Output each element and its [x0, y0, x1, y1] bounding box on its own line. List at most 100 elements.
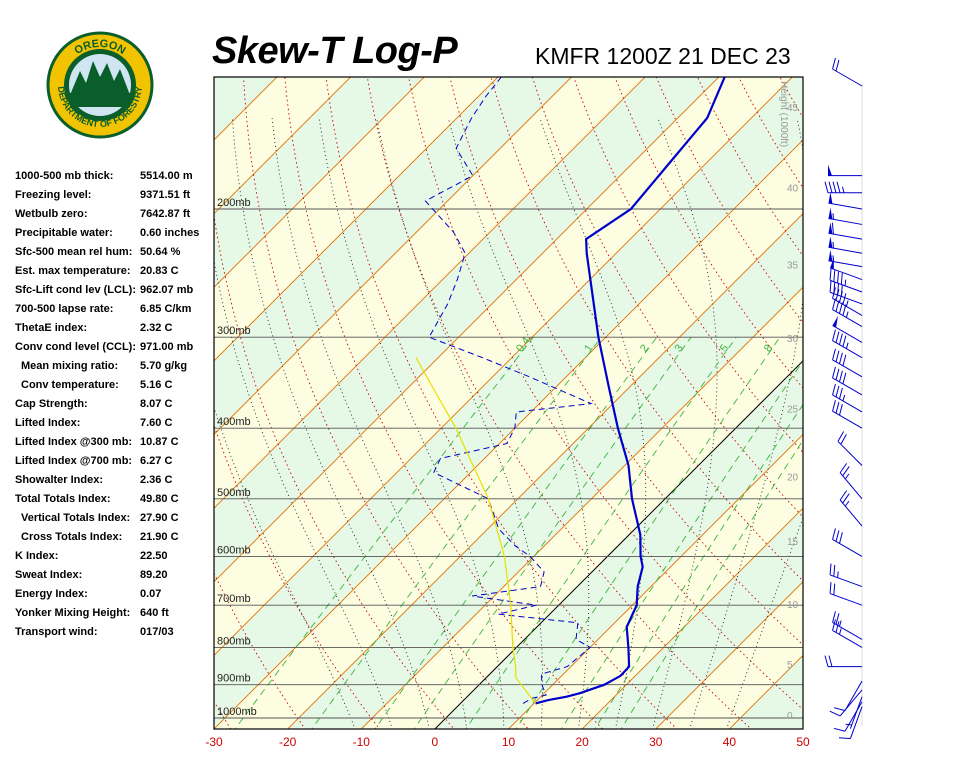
- dry-adiabat: [910, 0, 960, 748]
- index-value: 5.70 g/kg: [140, 360, 188, 372]
- wind-barb: [832, 348, 863, 378]
- svg-text:OREGON: OREGON: [72, 38, 127, 57]
- dry-adiabat: [325, 77, 678, 729]
- x-tick-label: 20: [575, 735, 589, 749]
- index-label: K Index:: [15, 550, 59, 562]
- wind-barb: [828, 164, 862, 177]
- isotherm-band: [857, 0, 960, 748]
- index-row: Cross Totals Index: 21.90 C: [15, 529, 215, 548]
- index-label: Lifted Index @700 mb:: [15, 455, 133, 467]
- isotherm: [214, 77, 794, 657]
- isotherm: [214, 77, 720, 583]
- temperature-line: [535, 77, 726, 705]
- index-value: 50.64 %: [140, 246, 181, 258]
- wind-barb: [839, 463, 863, 500]
- wind-barb: [833, 701, 863, 732]
- wind-barb: [829, 280, 863, 305]
- wind-barb: [839, 490, 863, 527]
- index-value: 8.07 C: [140, 398, 173, 410]
- height-tick-label: 45: [787, 103, 799, 114]
- pressure-label: 300mb: [217, 325, 251, 337]
- pressure-label: 400mb: [217, 416, 251, 428]
- index-value: 2.32 C: [140, 322, 173, 334]
- wind-barb: [829, 268, 863, 293]
- isotherm: [214, 139, 803, 729]
- wind-barb: [832, 611, 863, 640]
- index-value: 20.83 C: [140, 265, 179, 277]
- wind-barb: [837, 431, 863, 466]
- x-tick-label: -20: [279, 735, 297, 749]
- mixing-ratio-line: [234, 336, 534, 729]
- index-label: Cap Strength:: [15, 398, 88, 410]
- index-value: 640 ft: [140, 607, 169, 619]
- index-row: Sfc-500 mean rel hum: 50.64 %: [15, 244, 215, 263]
- isotherm: [857, 0, 960, 748]
- parcel-trace: [415, 357, 536, 704]
- index-value: 0.60 inches: [140, 227, 200, 239]
- pressure-label: 700mb: [217, 593, 251, 605]
- height-tick-label: 35: [787, 261, 799, 272]
- dry-adiabat: [27, 0, 168, 748]
- wind-barb: [832, 287, 863, 316]
- zero-isotherm: [434, 360, 803, 729]
- index-row: Conv temperature: 5.16 C: [15, 377, 215, 396]
- height-tick-label: 30: [787, 334, 799, 345]
- dry-adiabat: [214, 572, 306, 729]
- index-value: 5514.00 m: [140, 170, 193, 182]
- isotherm: [0, 0, 250, 748]
- wind-barb: [829, 563, 863, 588]
- mixing-ratio-label: 3: [673, 342, 686, 354]
- mixing-ratio-line: [594, 403, 803, 729]
- isotherm: [507, 433, 803, 729]
- index-label: Conv cond level (CCL):: [15, 341, 137, 353]
- stability-indices-table: 1000-500 mb thick: 5514.00 m Freezing leve…: [15, 168, 215, 643]
- index-value: 0.07: [140, 588, 162, 600]
- wind-barb: [828, 207, 863, 225]
- wind-barb: [832, 619, 863, 648]
- index-label: Wetbulb zero:: [15, 208, 88, 220]
- index-value: 962.07 mb: [140, 284, 194, 296]
- index-label: Vertical Totals Index:: [21, 512, 131, 524]
- index-row: Mean mixing ratio: 5.70 g/kg: [15, 358, 215, 377]
- height-tick-label: 0: [787, 711, 793, 722]
- wind-barb: [829, 582, 863, 606]
- index-label: Sfc-500 mean rel hum:: [15, 246, 133, 258]
- height-tick-label: 10: [787, 600, 799, 611]
- wind-barb: [824, 655, 862, 668]
- mixing-ratio-label: 2: [638, 342, 651, 354]
- wind-barb: [832, 366, 863, 396]
- index-label: Est. max temperature:: [15, 265, 131, 277]
- isotherm: [214, 77, 499, 362]
- x-tick-label: 0: [432, 735, 439, 749]
- x-tick-label: 50: [796, 735, 810, 749]
- wind-barb: [828, 222, 863, 240]
- wind-barb: [828, 192, 863, 210]
- index-row: Cap Strength: 8.07 C: [15, 396, 215, 415]
- x-tick-label: 40: [723, 735, 737, 749]
- height-tick-label: 50: [787, 18, 799, 29]
- mixing-ratio-line: [413, 336, 692, 729]
- index-row: 700-500 lapse rate: 6.85 C/km: [15, 301, 215, 320]
- index-label: 1000-500 mb thick:: [15, 170, 114, 182]
- height-axis-title: Height (1000ft): [778, 81, 789, 147]
- index-value: 27.90 C: [140, 512, 179, 524]
- dry-adiabat: [531, 77, 803, 518]
- index-row: Energy Index: 0.07: [15, 586, 215, 605]
- wind-barb: [829, 689, 863, 717]
- mixing-ratio-line: [560, 360, 803, 729]
- index-row: Sweat Index: 89.20: [15, 567, 215, 586]
- isotherm: [802, 728, 803, 729]
- wind-barb: [829, 257, 863, 281]
- wind-barb: [832, 315, 863, 343]
- index-value: 6.85 C/km: [140, 303, 192, 315]
- index-row: Lifted Index @300 mb: 10.87 C: [15, 434, 215, 453]
- x-tick-label: 10: [502, 735, 516, 749]
- wind-barb-column: [824, 57, 863, 740]
- isotherm-band: [214, 77, 803, 729]
- pressure-label: 1000mb: [217, 706, 257, 718]
- x-tick-label: -30: [205, 735, 223, 749]
- index-value: 6.27 C: [140, 455, 173, 467]
- oregon-department-of-forestry-logo: OREGON DEPARTMENT OF FORESTRY: [46, 31, 154, 139]
- pressure-label: 600mb: [217, 544, 251, 556]
